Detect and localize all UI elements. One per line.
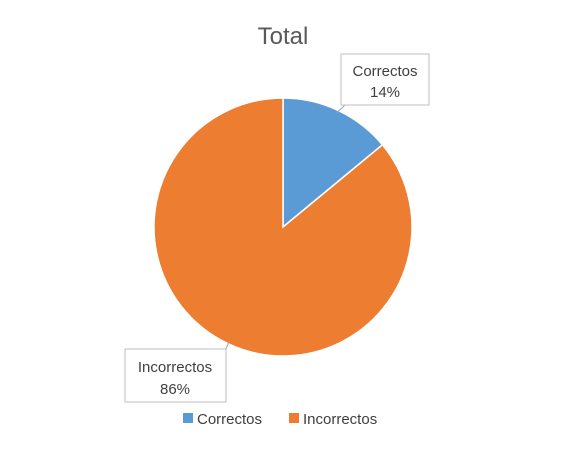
- legend-label-correctos: Correctos: [197, 411, 262, 428]
- callout-leaders: [225, 104, 346, 350]
- pie-slice-correctos: [282, 97, 384, 229]
- data-label-incorrectos-value: 86%: [160, 381, 190, 398]
- data-label-correctos: Correctos 14%: [340, 53, 430, 106]
- data-label-correctos-name: Correctos: [352, 63, 417, 80]
- legend-swatch-incorrectos: [289, 413, 299, 423]
- leader-incorrectos: [225, 341, 230, 350]
- data-label-correctos-value: 14%: [370, 84, 400, 101]
- data-label-incorrectos-box: [124, 348, 227, 403]
- legend: Correctos Incorrectos: [183, 411, 377, 428]
- data-label-incorrectos: Incorrectos 86%: [124, 348, 227, 403]
- chart-title: Total: [258, 23, 309, 50]
- legend-swatch-correctos: [183, 413, 193, 423]
- pie-slices: [153, 97, 413, 357]
- data-label-correctos-box: [340, 53, 430, 106]
- leader-correctos: [336, 104, 346, 113]
- legend-label-incorrectos: Incorrectos: [303, 411, 377, 428]
- data-label-incorrectos-name: Incorrectos: [138, 359, 212, 376]
